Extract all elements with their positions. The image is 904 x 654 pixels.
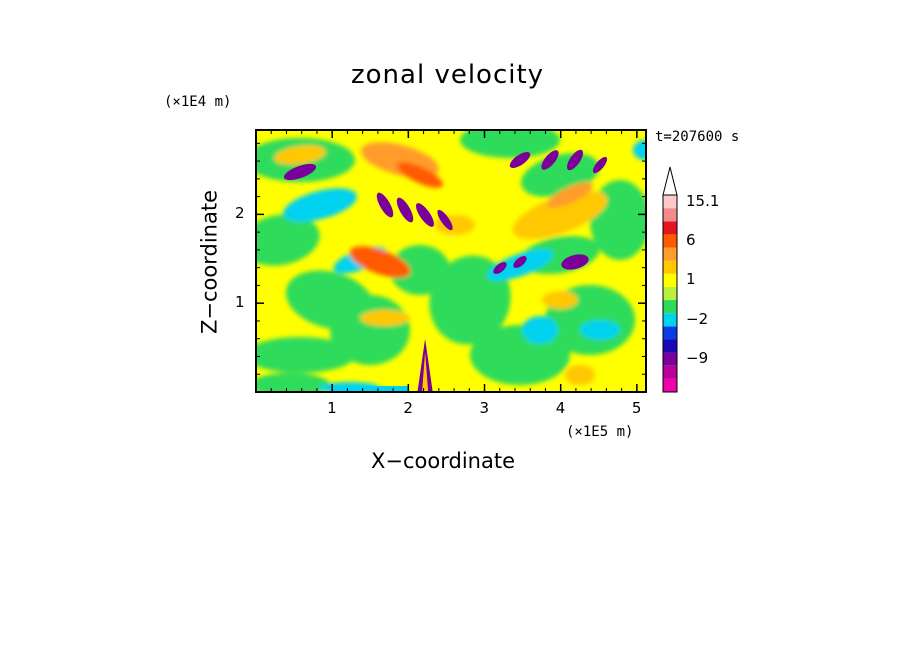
contour-blob-blue bbox=[493, 262, 507, 274]
contour-blob-green bbox=[460, 130, 560, 158]
colorbar-label: 1 bbox=[686, 270, 696, 289]
axis-ticks bbox=[256, 130, 646, 392]
contour-blob-cyan bbox=[522, 316, 558, 344]
colorbar-swatch bbox=[663, 260, 677, 274]
colorbar-label: −9 bbox=[686, 349, 709, 368]
colorbar-swatch bbox=[663, 326, 677, 340]
y-tick-label: 1 bbox=[235, 293, 245, 312]
contour-blob-warm bbox=[512, 190, 608, 240]
x-tick-label: 4 bbox=[555, 399, 566, 417]
contour-blob-blue bbox=[513, 256, 527, 268]
colorbar-swatch bbox=[663, 208, 677, 222]
surface-band bbox=[332, 386, 409, 392]
x-tick-label: 1 bbox=[327, 399, 337, 417]
contour-blob-blue bbox=[415, 203, 435, 227]
contour-blob-warm bbox=[360, 310, 410, 326]
y-scale-label: (×1E4 m) bbox=[164, 94, 232, 110]
x-axis-title: X−coordinate bbox=[371, 449, 515, 473]
colorbar-extend-arrow bbox=[662, 166, 678, 196]
time-label: t=207600 s bbox=[655, 129, 740, 145]
colorbar-label: 15.1 bbox=[686, 191, 720, 210]
colorbar-label: −2 bbox=[686, 309, 709, 328]
contour-blob-blue bbox=[283, 163, 317, 181]
contour-blob-warm bbox=[349, 246, 411, 278]
colorbar-swatch bbox=[663, 365, 677, 379]
contour-blob-green bbox=[390, 245, 450, 295]
colorbar-swatch bbox=[663, 247, 677, 261]
colorbar-swatch bbox=[663, 339, 677, 353]
colorbar-swatch bbox=[663, 300, 677, 314]
x-tick-label: 2 bbox=[403, 399, 413, 417]
contour-blob-blue bbox=[561, 254, 589, 270]
colorbar-label: 6 bbox=[686, 230, 696, 249]
contour-blob-green bbox=[256, 337, 355, 373]
colorbar bbox=[662, 166, 678, 393]
contour-blob-cyan bbox=[580, 320, 620, 340]
contour-blob-cyan bbox=[283, 188, 357, 222]
x-tick-label: 5 bbox=[631, 399, 642, 417]
contour-field bbox=[256, 130, 646, 392]
colorbar-swatch bbox=[663, 378, 677, 392]
contour-blob-green bbox=[256, 373, 330, 392]
colorbar-swatch bbox=[663, 313, 677, 327]
contour-blob-warm bbox=[565, 365, 595, 385]
contour-blob-blue bbox=[376, 192, 394, 218]
contour-blob-cyan bbox=[633, 140, 646, 160]
contour-blob-blue bbox=[566, 149, 584, 171]
colorbar-swatch bbox=[663, 273, 677, 287]
contour-blob-blue bbox=[509, 151, 531, 169]
contour-blob-green bbox=[256, 214, 320, 266]
x-tick-label: 3 bbox=[479, 399, 490, 417]
contour-blob-warm bbox=[542, 291, 578, 309]
contour-blob-warm bbox=[547, 182, 593, 208]
contour-blob-green bbox=[330, 295, 410, 365]
contour-blob-blue bbox=[592, 156, 608, 174]
plot-frame bbox=[255, 129, 647, 393]
colorbar-swatch bbox=[663, 234, 677, 248]
contour-blob-blue bbox=[541, 150, 559, 170]
chart-title: zonal velocity bbox=[351, 60, 545, 90]
colorbar-swatch bbox=[663, 195, 677, 209]
colorbar-swatch bbox=[663, 286, 677, 301]
contour-blob-blue bbox=[437, 209, 453, 231]
colorbar-swatch bbox=[663, 352, 677, 366]
surface-spike-core bbox=[422, 352, 429, 392]
colorbar-swatch bbox=[663, 221, 677, 235]
contour-blob-warm bbox=[397, 162, 443, 188]
y-tick-label: 2 bbox=[235, 204, 245, 223]
contour-blob-warm bbox=[274, 145, 326, 165]
x-scale-label: (×1E5 m) bbox=[566, 424, 634, 440]
y-axis-title: Z−coordinate bbox=[197, 190, 222, 334]
contour-blob-blue bbox=[396, 197, 414, 223]
